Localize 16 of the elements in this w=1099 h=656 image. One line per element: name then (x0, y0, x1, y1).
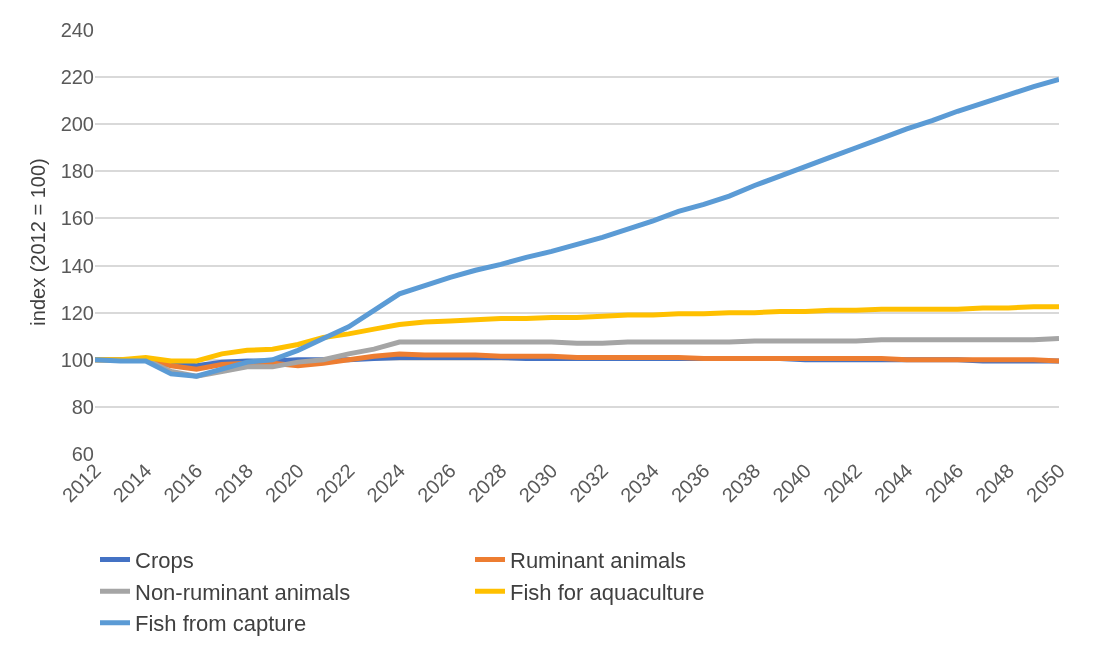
y-tick-label: 80 (71, 395, 94, 418)
y-tick-label: 100 (60, 348, 94, 371)
y-tick-label: 160 (60, 207, 94, 230)
y-tick-label: 220 (60, 66, 94, 89)
legend-label: Fish for aquaculture (510, 579, 705, 605)
y-axis-title: index (2012 = 100) (27, 158, 49, 326)
y-tick-label: 200 (60, 113, 94, 136)
y-tick-label: 240 (60, 19, 94, 41)
y-tick-label: 180 (60, 160, 94, 183)
y-tick-label: 140 (60, 254, 94, 277)
legend-label: Non-ruminant animals (135, 579, 351, 605)
legend-label: Ruminant animals (510, 548, 687, 574)
y-tick-label: 60 (71, 443, 94, 465)
legend-label: Crops (135, 548, 194, 574)
y-tick-label: 120 (60, 301, 94, 324)
legend-label: Fish from capture (135, 611, 307, 637)
